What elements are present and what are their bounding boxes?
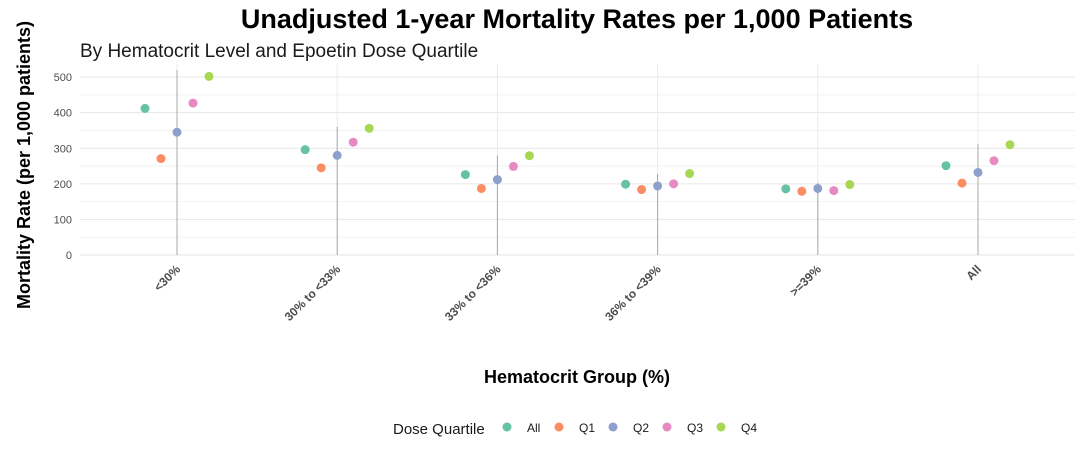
- legend-label: All: [527, 421, 540, 435]
- x-tick-label: 33% to <36%: [442, 262, 504, 324]
- data-point: [653, 181, 663, 191]
- legend-key: [662, 422, 672, 432]
- y-tick-label: 100: [54, 214, 72, 226]
- y-tick-label: 300: [54, 143, 72, 155]
- data-point: [508, 161, 518, 171]
- data-point: [364, 123, 374, 133]
- y-tick-label: 400: [54, 108, 72, 120]
- data-point: [300, 145, 310, 155]
- legend-title: Dose Quartile: [393, 421, 485, 438]
- y-axis-ticks: 0 100 200 300 400 500: [54, 72, 72, 262]
- x-tick-label: 30% to <33%: [282, 262, 344, 324]
- data-point: [332, 150, 342, 160]
- data-point: [524, 151, 534, 161]
- data-point: [204, 71, 214, 81]
- x-axis-ticks: <30% 30% to <33% 33% to <36% 36% to <39% >=3…: [151, 262, 984, 324]
- data-point: [829, 186, 839, 196]
- data-point: [172, 127, 182, 137]
- data-point: [797, 186, 807, 196]
- x-tick-label: All: [963, 262, 984, 283]
- x-tick-label: >=39%: [787, 262, 824, 299]
- data-point: [669, 179, 679, 189]
- data-point: [316, 163, 326, 173]
- chart-title: Unadjusted 1-year Mortality Rates per 1,…: [241, 4, 913, 34]
- data-point: [156, 154, 166, 164]
- data-point: [973, 167, 983, 177]
- data-point: [140, 103, 150, 113]
- data-point: [957, 178, 967, 188]
- data-point: [621, 179, 631, 189]
- data-point: [348, 137, 358, 147]
- data-point: [476, 183, 486, 193]
- legend: Dose Quartile All Q1 Q2 Q3 Q4: [393, 421, 757, 438]
- legend-label: Q1: [579, 421, 595, 435]
- x-axis-title: Hematocrit Group (%): [484, 367, 670, 387]
- legend-label: Q2: [633, 421, 649, 435]
- data-point: [460, 170, 470, 180]
- data-point: [492, 175, 502, 185]
- grid-lines: [80, 64, 1075, 256]
- y-tick-label: 200: [54, 179, 72, 191]
- y-tick-label: 0: [66, 250, 72, 262]
- legend-key: [716, 422, 726, 432]
- data-point: [637, 185, 647, 195]
- legend-key: [608, 422, 618, 432]
- data-point: [941, 161, 951, 171]
- legend-label: Q4: [741, 421, 757, 435]
- data-point: [685, 169, 695, 179]
- y-tick-label: 500: [54, 72, 72, 84]
- data-points: [140, 71, 1015, 196]
- legend-label: Q3: [687, 421, 703, 435]
- y-axis-title: Mortality Rate (per 1,000 patients): [14, 21, 34, 309]
- x-tick-label: <30%: [151, 262, 183, 294]
- data-point: [1005, 140, 1015, 150]
- legend-key: [502, 422, 512, 432]
- reference-lines: [176, 69, 979, 255]
- legend-key: [554, 422, 564, 432]
- data-point: [188, 98, 198, 108]
- data-point: [813, 183, 823, 193]
- data-point: [781, 184, 791, 194]
- chart-subtitle: By Hematocrit Level and Epoetin Dose Qua…: [80, 41, 478, 62]
- data-point: [989, 156, 999, 166]
- x-tick-label: 36% to <39%: [602, 262, 664, 324]
- data-point: [845, 180, 855, 190]
